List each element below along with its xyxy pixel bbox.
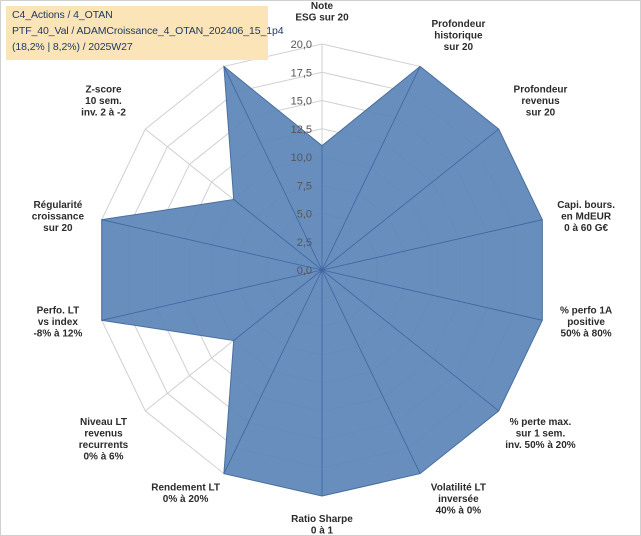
axis-label-line: 0 à 60 G€	[564, 223, 608, 234]
info-line-3: (18,2% | 8,2%) / 2025W27	[12, 41, 133, 53]
axis-label-line: positive	[567, 317, 605, 328]
axis-label-line: 10 sem.	[85, 96, 122, 107]
series-spoke	[223, 269, 323, 474]
axis-label: Capi. bours. en MdEUR 0 à 60 G€	[557, 200, 615, 234]
axis-label: Niveau LT revenus recurrents 0% à 6%	[79, 417, 129, 463]
tick-label: 7,5	[297, 180, 312, 192]
axis-label: Perfo. LT vs index -8% à 12%	[33, 305, 82, 339]
axis-label-line: en MdEUR	[561, 212, 612, 223]
axis-label-line: inv. 50% à 20%	[505, 440, 576, 451]
series-spoke	[321, 269, 543, 321]
radar-tick-labels: 0,0 2,5 5,0 7,5 10,0 12,5 15,0 17,5 20,0	[291, 39, 312, 277]
tick-label: 2,5	[297, 237, 312, 249]
tick-label: 5,0	[297, 209, 312, 221]
series-spoke	[233, 199, 323, 271]
axis-label: % perte max. sur 1 sem. inv. 50% à 20%	[505, 417, 576, 451]
radar-series	[101, 65, 543, 497]
axis-label-line: vs index	[38, 317, 78, 328]
axis-label-line: 40% à 0%	[436, 506, 482, 517]
axis-label-line: sur 1 sem.	[516, 429, 566, 440]
tick-label: 10,0	[291, 152, 312, 164]
axis-label-line: Capi. bours.	[557, 200, 615, 211]
axis-label-line: revenus	[521, 96, 560, 107]
axis-label-line: 0% à 20%	[163, 494, 209, 505]
axis-label: Profondeur revenus sur 20	[514, 84, 568, 118]
axis-label-line: % perfo 1A	[560, 305, 612, 316]
axis-label-line: Rendement LT	[151, 483, 220, 494]
axis-label-line: Perfo. LT	[37, 305, 80, 316]
axis-label-line: 0 à 1	[311, 526, 334, 536]
axis-label-line: sur 20	[444, 42, 474, 53]
axis-label: Ratio Sharpe 0 à 1	[291, 514, 353, 536]
series-spoke	[101, 219, 323, 271]
series-spoke	[223, 66, 323, 271]
tick-label: 0,0	[297, 265, 312, 277]
axis-label-line: Note	[311, 1, 334, 12]
axis-label: Régularité croissance sur 20	[32, 200, 85, 234]
axis-label: Note ESG sur 20	[295, 1, 349, 24]
axis-label-line: Niveau LT	[80, 417, 127, 428]
tick-label: 12,5	[291, 124, 312, 136]
axis-label: Volatilité LT inversée 40% à 0%	[431, 483, 486, 517]
series-spoke	[321, 269, 421, 474]
series-spoke	[321, 66, 421, 271]
axis-label-line: 0% à 6%	[83, 452, 123, 463]
series-spoke	[101, 269, 323, 321]
axis-label-line: Profondeur	[514, 84, 568, 95]
series-spoke	[321, 219, 543, 271]
axis-label: Z-score 10 sem. inv. 2 à -2	[81, 84, 126, 118]
axis-label-line: croissance	[32, 212, 85, 223]
axis-label-line: sur 20	[43, 223, 73, 234]
tick-label: 15,0	[291, 96, 312, 108]
axis-label-line: inversée	[438, 494, 479, 505]
tick-label: 20,0	[291, 39, 312, 51]
axis-label-line: historique	[434, 30, 483, 41]
axis-label: Profondeur historique sur 20	[431, 19, 485, 53]
axis-label-line: sur 20	[526, 107, 556, 118]
tick-label: 17,5	[291, 67, 312, 79]
axis-label-line: -8% à 12%	[33, 328, 82, 339]
axis-label-line: revenus	[84, 429, 123, 440]
axis-label-line: Ratio Sharpe	[291, 514, 353, 525]
axis-label-line: recurrents	[79, 440, 129, 451]
axis-label-line: Volatilité LT	[431, 483, 486, 494]
axis-label-line: Z-score	[85, 84, 122, 95]
chart-info-box: C4_Actions / 4_OTAN PTF_40_Val / ADAMCro…	[6, 6, 284, 60]
axis-label: Rendement LT 0% à 20%	[151, 483, 220, 506]
axis-label-line: ESG sur 20	[295, 13, 349, 24]
series-spoke	[321, 128, 499, 271]
info-line-1: C4_Actions / 4_OTAN	[12, 9, 113, 21]
axis-label-line: Régularité	[33, 200, 82, 211]
series-spoke	[321, 269, 499, 412]
axis-label-line: Profondeur	[431, 19, 485, 30]
axis-label-line: % perte max.	[510, 417, 572, 428]
info-line-2: PTF_40_Val / ADAMCroissance_4_OTAN_20240…	[12, 25, 284, 37]
axis-label: % perfo 1A positive 50% à 80%	[560, 305, 612, 339]
axis-label-line: 50% à 80%	[561, 328, 612, 339]
series-spoke	[233, 269, 323, 341]
axis-label-line: inv. 2 à -2	[81, 107, 126, 118]
